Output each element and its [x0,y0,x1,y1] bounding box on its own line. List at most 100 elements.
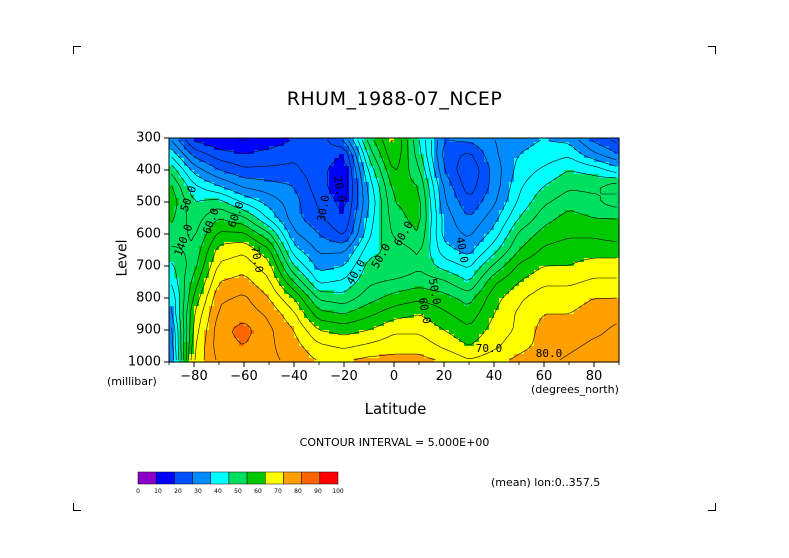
heatmap-cell [394,230,400,235]
heatmap-cell [399,330,405,335]
heatmap-cell [494,150,500,155]
heatmap-cell [439,162,445,167]
heatmap-cell [589,146,595,151]
heatmap-cell [434,142,440,147]
heatmap-cell [184,358,190,363]
heatmap-cell [254,322,260,327]
heatmap-cell [224,298,230,303]
heatmap-cell [229,338,235,343]
heatmap-cell [509,266,515,271]
heatmap-cell [599,246,605,251]
heatmap-cell [449,146,455,151]
heatmap-cell [509,238,515,243]
heatmap-cell [454,262,460,267]
heatmap-cell [219,278,225,283]
heatmap-cell [319,198,325,203]
heatmap-cell [394,174,400,179]
heatmap-cell [169,218,175,223]
heatmap-cell [269,246,275,251]
heatmap-cell [354,162,360,167]
heatmap-cell [564,314,570,319]
heatmap-cell [284,146,290,151]
heatmap-cell [489,158,495,163]
heatmap-cell [484,222,490,227]
heatmap-cell [549,282,555,287]
heatmap-cell [459,146,465,151]
heatmap-cell [224,306,230,311]
heatmap-cell [609,338,615,343]
heatmap-cell [254,150,260,155]
heatmap-cell [194,270,200,275]
heatmap-cell [214,322,220,327]
heatmap-cell [579,162,585,167]
heatmap-cell [464,246,470,251]
heatmap-cell [349,158,355,163]
heatmap-cell [309,322,315,327]
heatmap-cell [574,178,580,183]
heatmap-cell [414,278,420,283]
heatmap-cell [174,290,180,295]
heatmap-cell [429,286,435,291]
heatmap-cell [169,158,175,163]
heatmap-cell [609,350,615,355]
heatmap-cell [239,162,245,167]
heatmap-cell [609,262,615,267]
heatmap-cell [599,302,605,307]
heatmap-cell [169,186,175,191]
heatmap-cell [374,282,380,287]
heatmap-cell [459,278,465,283]
heatmap-cell [229,154,235,159]
heatmap-cell [194,258,200,263]
heatmap-cell [169,278,175,283]
heatmap-cell [169,174,175,179]
heatmap-cell [504,350,510,355]
heatmap-cell [314,222,320,227]
heatmap-cell [359,206,365,211]
heatmap-cell [514,162,520,167]
heatmap-cell [259,230,265,235]
heatmap-cell [344,186,350,191]
heatmap-cell [214,310,220,315]
heatmap-cell [584,230,590,235]
heatmap-cell [339,302,345,307]
heatmap-cell [279,206,285,211]
heatmap-cell [504,286,510,291]
heatmap-cell [474,294,480,299]
heatmap-cell [514,226,520,231]
heatmap-cell [359,250,365,255]
heatmap-cell [309,198,315,203]
heatmap-cell [424,138,430,143]
heatmap-cell [509,246,515,251]
heatmap-cell [214,358,220,363]
heatmap-cell [204,234,210,239]
heatmap-cell [459,242,465,247]
heatmap-cell [599,286,605,291]
heatmap-cell [479,174,485,179]
heatmap-cell [539,302,545,307]
heatmap-cell [584,202,590,207]
heatmap-cell [414,242,420,247]
heatmap-cell [339,166,345,171]
heatmap-cell [599,154,605,159]
heatmap-cell [309,182,315,187]
heatmap-cell [529,234,535,239]
heatmap-cell [209,254,215,259]
heatmap-cell [274,166,280,171]
heatmap-cell [614,238,620,243]
heatmap-cell [504,166,510,171]
heatmap-cell [194,162,200,167]
heatmap-cell [429,274,435,279]
heatmap-cell [409,166,415,171]
heatmap-cell [549,198,555,203]
heatmap-cell [394,242,400,247]
heatmap-cell [249,338,255,343]
heatmap-cell [364,270,370,275]
heatmap-cell [209,194,215,199]
heatmap-cell [599,306,605,311]
heatmap-cell [279,198,285,203]
heatmap-cell [189,146,195,151]
heatmap-cell [374,166,380,171]
heatmap-cell [569,226,575,231]
heatmap-cell [519,262,525,267]
heatmap-cell [529,166,535,171]
